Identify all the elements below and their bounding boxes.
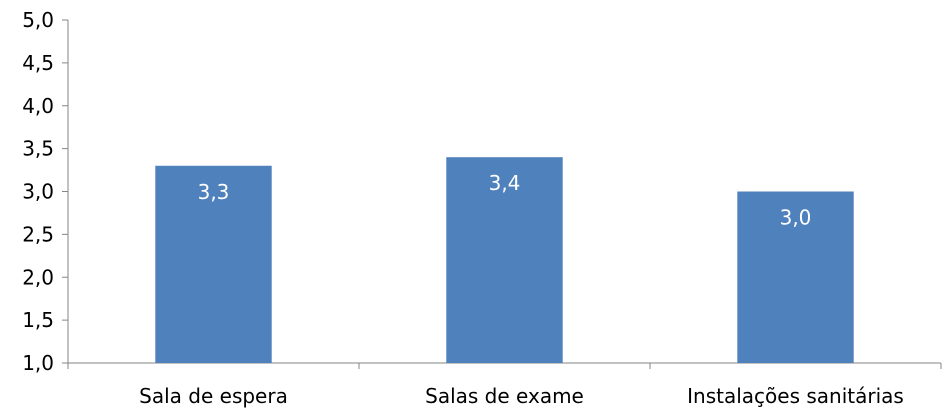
data-label: 3,3: [198, 180, 230, 204]
y-axis: 1,0 1,5 2,0 2,5 3,0 3,5 4,0 4,5 5,0: [22, 8, 69, 375]
data-label: 3,4: [489, 171, 521, 195]
bar: [155, 165, 272, 363]
x-category-label: Sala de espera: [139, 384, 288, 408]
data-label: 3,0: [780, 206, 812, 230]
y-tick-label: 5,0: [22, 8, 54, 32]
y-tick-label: 1,5: [22, 308, 54, 332]
y-tick-label: 4,5: [22, 51, 54, 75]
x-category-label: Instalações sanitárias: [687, 384, 904, 408]
bars: [155, 157, 854, 363]
x-category-label: Salas de exame: [425, 384, 584, 408]
bar: [446, 157, 563, 363]
bar: [737, 191, 854, 363]
y-tick-label: 3,0: [22, 180, 54, 204]
x-axis: Sala de espera Salas de exame Instalações …: [67, 362, 942, 408]
data-labels: 3,3 3,4 3,0: [198, 171, 812, 229]
y-tick-label: 4,0: [22, 94, 54, 118]
y-tick-label: 2,5: [22, 222, 54, 246]
y-tick-label: 3,5: [22, 137, 54, 161]
y-tick-label: 2,0: [22, 265, 54, 289]
y-tick-label: 1,0: [22, 351, 54, 375]
